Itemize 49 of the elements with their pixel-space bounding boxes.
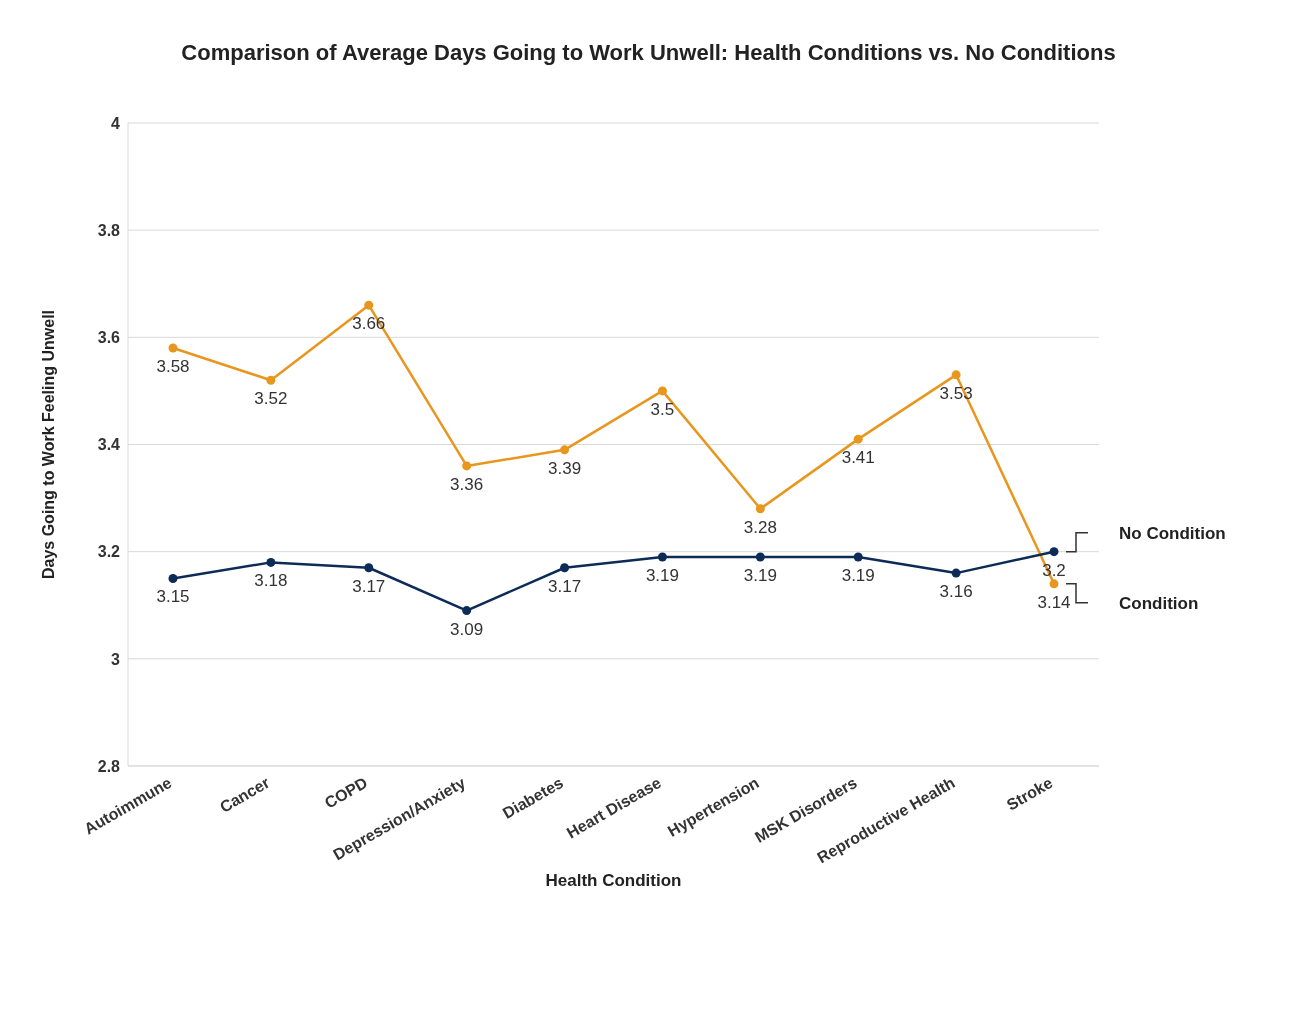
point xyxy=(853,552,863,562)
data-label: 3.17 xyxy=(548,576,582,596)
point xyxy=(755,552,765,562)
point xyxy=(755,504,765,514)
point xyxy=(657,552,667,562)
chart-title: Comparison of Average Days Going to Work Unwell: Health Conditions vs. No Conditions xyxy=(180,40,1117,66)
point xyxy=(266,557,276,567)
point xyxy=(266,375,276,385)
point xyxy=(560,445,570,455)
point xyxy=(951,370,961,380)
text: Condition xyxy=(1119,593,1199,613)
point xyxy=(462,461,472,471)
y-axis-title: Days Going to Work Feeling Unwell xyxy=(39,309,57,580)
data-label: 3.18 xyxy=(254,571,288,591)
y-tick-label: 3.8 xyxy=(97,221,121,239)
data-label: 3.52 xyxy=(254,389,288,409)
x-axis-title: Health Condition xyxy=(545,871,682,890)
point xyxy=(657,386,667,396)
data-label: 3.19 xyxy=(645,566,679,586)
data-label: 3.19 xyxy=(743,566,777,586)
data-label: 3.15 xyxy=(156,587,190,607)
point xyxy=(1049,547,1059,557)
point xyxy=(853,434,863,444)
data-label: 3.09 xyxy=(450,619,484,639)
data-label: 3.5 xyxy=(650,399,675,419)
y-tick-label: 4 xyxy=(111,114,121,132)
point xyxy=(1049,579,1059,589)
data-label: 3.41 xyxy=(841,448,875,468)
data-label: 3.28 xyxy=(743,517,777,537)
data-label: 3.39 xyxy=(548,458,582,478)
y-tick-label: 3.4 xyxy=(97,436,121,454)
text: No Condition xyxy=(1119,523,1226,543)
data-label: 3.16 xyxy=(939,582,973,602)
point xyxy=(168,343,178,353)
point xyxy=(168,573,178,583)
data-label: 3.36 xyxy=(450,474,484,494)
point xyxy=(364,563,374,573)
data-label: 3.58 xyxy=(156,357,190,377)
point xyxy=(560,563,570,573)
point xyxy=(462,606,472,616)
y-tick-label: 3.6 xyxy=(97,329,121,347)
data-label: 3.17 xyxy=(352,576,386,596)
data-label: 3.14 xyxy=(1037,592,1071,612)
point xyxy=(364,300,374,310)
point xyxy=(951,568,961,578)
data-label: 3.19 xyxy=(841,566,875,586)
y-tick-label: 3 xyxy=(111,650,121,668)
y-tick-label: 3.2 xyxy=(97,543,121,561)
y-tick-label: 2.8 xyxy=(97,757,121,775)
